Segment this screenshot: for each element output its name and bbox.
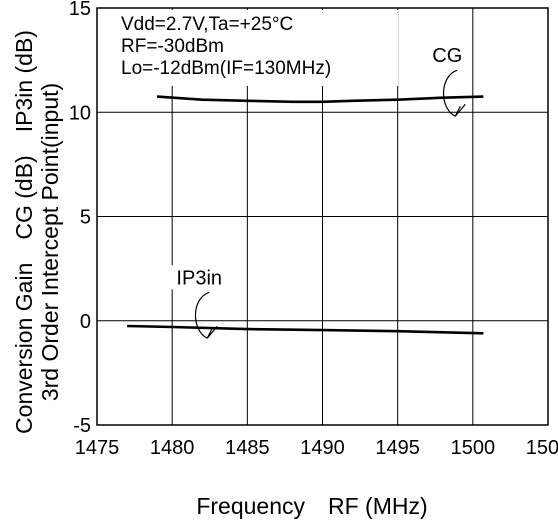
condition-line: Vdd=2.7V,Ta=+25°C xyxy=(121,14,293,35)
series-line-cg xyxy=(157,95,484,104)
y-tick-label: 15 xyxy=(69,0,91,20)
x-tick-label: 1475 xyxy=(75,437,120,459)
condition-line: Lo=-12dBm(IF=130MHz) xyxy=(121,58,331,79)
annotation-background xyxy=(431,43,464,68)
series-annotations: CG IP3in xyxy=(165,43,466,339)
annotation-background xyxy=(165,265,234,290)
tick-labels: 1475148014851490149515001505151050-5 xyxy=(69,0,558,459)
curved-arrow-icon xyxy=(194,291,210,339)
series-line-ip3in xyxy=(127,324,484,335)
y-tick-label: 5 xyxy=(80,207,91,229)
x-tick-label: 1500 xyxy=(451,437,496,459)
x-tick-label: 1485 xyxy=(225,437,270,459)
series-lines xyxy=(127,95,484,335)
x-tick-label: 1495 xyxy=(375,437,420,459)
x-tick-label: 1490 xyxy=(300,437,345,459)
annotation-label: CG xyxy=(432,45,462,67)
curved-arrow-icon xyxy=(443,69,458,117)
x-tick-label: 1505 xyxy=(526,437,558,459)
y-axis-label-secondary: 3rd Order Intercept Point(input) xyxy=(37,83,63,401)
arrowhead-icon xyxy=(454,103,466,117)
conditions-background xyxy=(114,10,398,86)
x-axis-label: Frequency RF (MHz) xyxy=(196,493,427,519)
condition-line: RF=-30dBm xyxy=(121,36,224,57)
conditions-text: Vdd=2.7V,Ta=+25°CRF=-30dBmLo=-12dBm(IF=1… xyxy=(114,10,398,86)
y-tick-label: -5 xyxy=(73,415,91,437)
y-tick-label: 0 xyxy=(80,311,91,333)
x-tick-label: 1480 xyxy=(150,437,195,459)
plot-frame xyxy=(96,7,549,426)
arrowhead-icon xyxy=(206,325,218,339)
y-axis-label-primary: Conversion Gain CG (dB) IP3in (dB) xyxy=(11,30,37,434)
annotation-label: IP3in xyxy=(176,267,222,289)
y-tick-label: 10 xyxy=(69,102,91,124)
